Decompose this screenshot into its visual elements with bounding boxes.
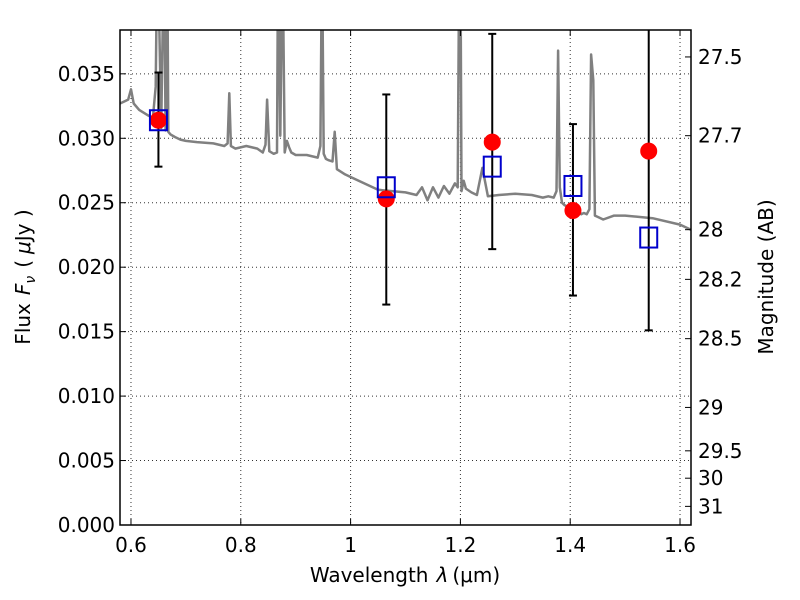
y-tick-label: 0.035 (58, 62, 115, 86)
right-tick-label: 28.5 (698, 327, 743, 351)
y-tick-label: 0.015 (58, 320, 115, 344)
photometry-point (149, 111, 167, 129)
spectrum-line (120, 30, 691, 231)
right-tick-label: 31 (698, 494, 723, 518)
x-axis-label: Wavelength λ (μm) (310, 563, 500, 587)
y-tick-label: 0.005 (58, 449, 115, 473)
right-tick-label: 30 (698, 466, 723, 490)
plot-frame (119, 29, 692, 526)
y-tick-label: 0.020 (58, 255, 115, 279)
y-tick-label: 0.010 (58, 384, 115, 408)
photometry-point (377, 190, 395, 208)
x-tick-label: 1.6 (664, 533, 696, 557)
x-tick-label: 0.8 (225, 533, 257, 557)
x-tick-label: 0.6 (115, 533, 147, 557)
y-axis-label: FluxFν(μJy ) (11, 209, 39, 344)
right-axis-ticks: 27.5 27.7 28 28.2 28.5 29 29.5 30 31 (685, 45, 743, 518)
model-spectrum (120, 30, 691, 231)
y-axis-ticks: 0.000 0.005 0.010 0.015 0.020 0.025 0.030 0.035 (58, 62, 126, 537)
right-tick-label: 27.7 (698, 124, 743, 148)
right-axis-label: Magnitude (AB) (754, 199, 778, 354)
right-tick-label: 28 (698, 218, 723, 242)
y-tick-label: 0.030 (58, 126, 115, 150)
model-point (563, 174, 583, 197)
photometry-point (640, 142, 658, 160)
model-point (639, 226, 659, 249)
x-tick-label: 1 (344, 533, 357, 557)
photometry-point (564, 201, 582, 219)
photometry-point (483, 133, 501, 151)
x-tick-label: 1.4 (554, 533, 586, 557)
model-point (482, 155, 502, 178)
y-tick-label: 0.025 (58, 191, 115, 215)
x-tick-label: 1.2 (444, 533, 476, 557)
right-tick-label: 28.2 (698, 267, 743, 291)
right-tick-label: 27.5 (698, 45, 743, 69)
photometry-points (149, 111, 658, 219)
right-tick-label: 29.5 (698, 439, 743, 463)
right-tick-label: 29 (698, 395, 723, 419)
grid (120, 30, 691, 526)
y-tick-label: 0.000 (58, 513, 115, 537)
model-point (148, 109, 168, 132)
model-point (376, 176, 396, 199)
x-axis-ticks: 0.6 0.8 1 1.2 1.4 1.6 (115, 30, 696, 557)
plot-area (120, 30, 691, 525)
model-photometry-points (148, 109, 659, 249)
